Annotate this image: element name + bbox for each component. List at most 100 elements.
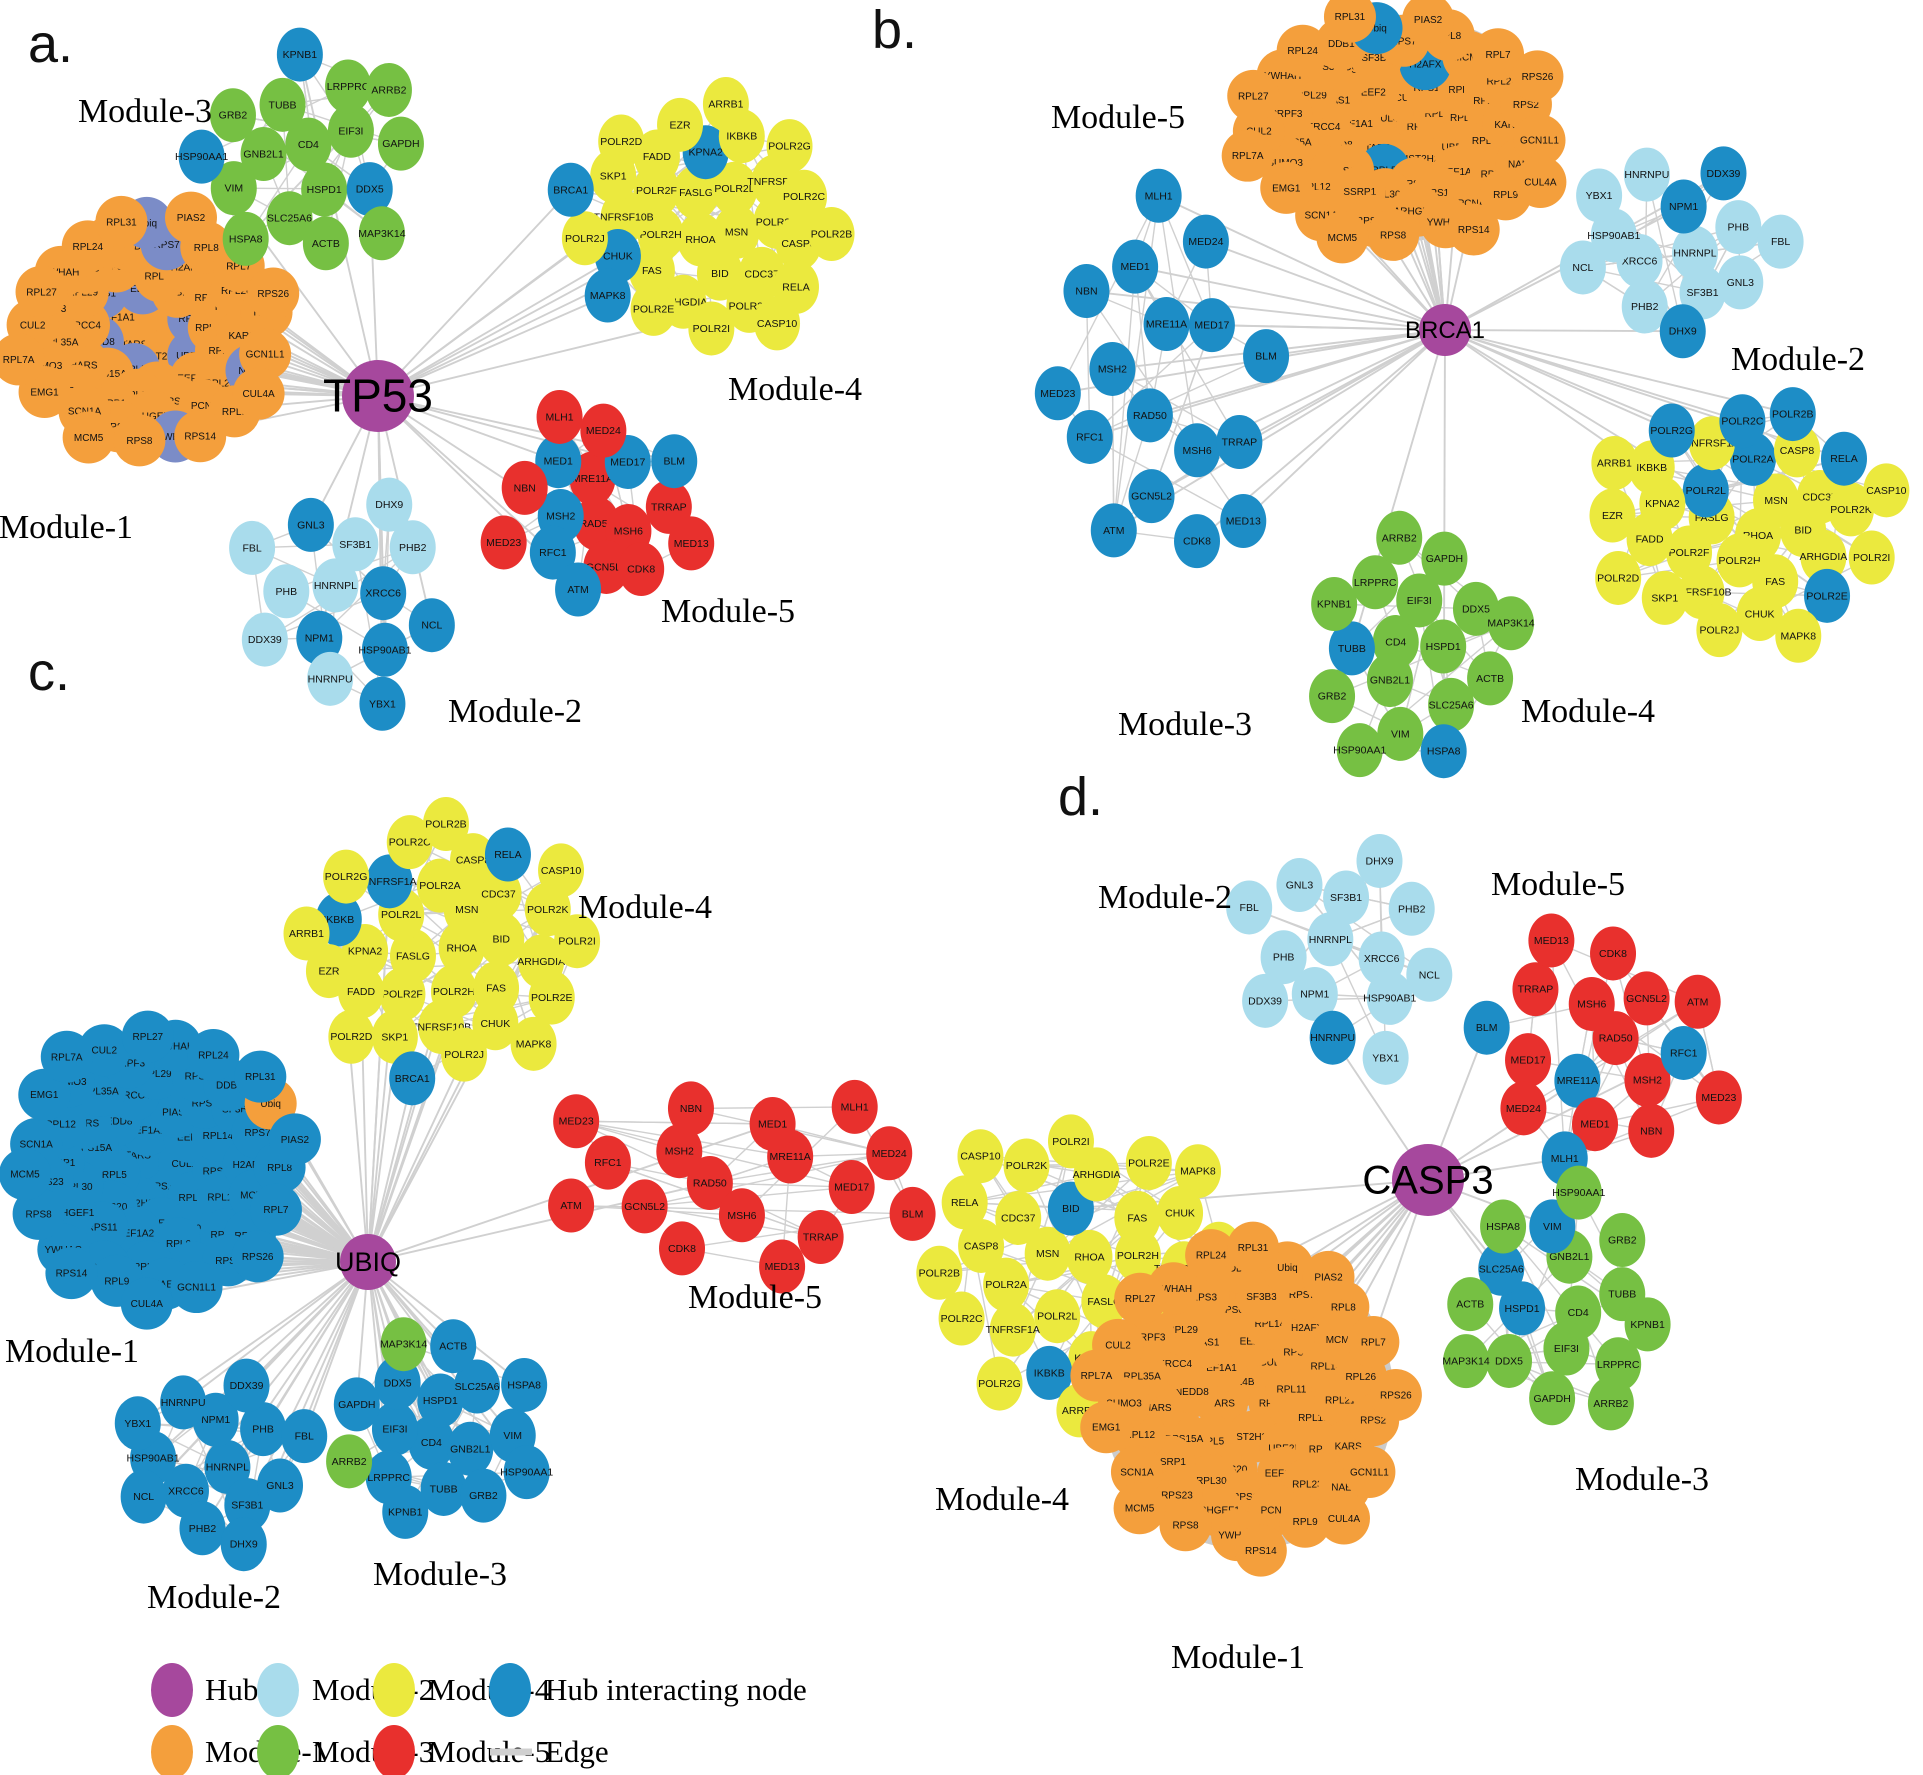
node-BID[interactable]: BID <box>478 912 525 967</box>
node-BID[interactable]: BID <box>696 246 743 301</box>
node-POLR2E[interactable]: POLR2E <box>630 281 677 336</box>
gene-node-circle[interactable] <box>1848 530 1895 585</box>
gene-node-circle[interactable] <box>657 97 704 152</box>
gene-node-circle[interactable] <box>1511 50 1564 103</box>
gene-node-circle[interactable] <box>696 246 743 301</box>
node-GAPDH[interactable]: GAPDH <box>333 1377 380 1432</box>
node-BRCA1[interactable]: BRCA1 <box>389 1051 436 1106</box>
gene-node-circle[interactable] <box>1428 677 1475 732</box>
gene-node-circle[interactable] <box>1447 203 1500 256</box>
node-GNB2L1[interactable]: GNB2L1 <box>240 127 287 182</box>
node-YBX1[interactable]: YBX1 <box>1576 168 1623 223</box>
gene-node-circle[interactable] <box>333 1377 380 1432</box>
node-MED24[interactable]: MED24 <box>580 403 627 458</box>
node-TUBB[interactable]: TUBB <box>420 1461 467 1516</box>
gene-node-circle[interactable] <box>1543 1321 1590 1376</box>
node-DHX9[interactable]: DHX9 <box>220 1517 267 1572</box>
node-GCN1L1[interactable]: GCN1L1 <box>239 328 292 381</box>
node-CDC37[interactable]: CDC37 <box>995 1190 1042 1245</box>
gene-node-circle[interactable] <box>1366 970 1413 1025</box>
node-CUL4A[interactable]: CUL4A <box>1514 156 1567 209</box>
node-MED13[interactable]: MED13 <box>668 516 715 571</box>
node-MSH6[interactable]: MSH6 <box>1174 423 1221 478</box>
node-FASLG[interactable]: FASLG <box>1081 1274 1128 1329</box>
gene-node-circle[interactable] <box>1369 1369 1422 1422</box>
node-RPL27[interactable]: RPL27 <box>1114 1272 1167 1325</box>
gene-node-circle[interactable] <box>1159 1499 1212 1552</box>
gene-node-circle[interactable] <box>229 520 276 575</box>
gene-node-circle[interactable] <box>686 1156 733 1211</box>
node-BRCA1[interactable]: BRCA1 <box>547 162 594 217</box>
node-POLR2E[interactable]: POLR2E <box>528 970 575 1025</box>
node-XRCC6[interactable]: XRCC6 <box>360 566 407 621</box>
node-MED24[interactable]: MED24 <box>866 1126 913 1181</box>
node-POLR2C[interactable]: POLR2C <box>781 169 828 224</box>
gene-node-circle[interactable] <box>1757 214 1804 269</box>
gene-node-circle[interactable] <box>561 211 608 266</box>
gene-node-circle[interactable] <box>547 162 594 217</box>
gene-node-circle[interactable] <box>1126 388 1173 443</box>
node-ACTB[interactable]: ACTB <box>430 1319 477 1374</box>
gene-node-circle[interactable] <box>18 1068 71 1121</box>
node-HSPD1[interactable]: HSPD1 <box>1420 619 1467 674</box>
gene-node-circle[interactable] <box>247 267 300 320</box>
node-MED23[interactable]: MED23 <box>1034 366 1081 421</box>
gene-node-circle[interactable] <box>659 1221 706 1276</box>
node-PIAS2[interactable]: PIAS2 <box>164 191 217 244</box>
node-MED23[interactable]: MED23 <box>1695 1070 1742 1125</box>
gene-node-circle[interactable] <box>179 1501 226 1556</box>
node-GCN5L2[interactable]: GCN5L2 <box>1623 971 1670 1026</box>
node-CDK8[interactable]: CDK8 <box>659 1221 706 1276</box>
gene-node-circle[interactable] <box>365 62 412 117</box>
node-CASP8[interactable]: CASP8 <box>958 1218 1005 1273</box>
gene-node-circle[interactable] <box>1080 1401 1133 1454</box>
node-SLC25A6[interactable]: SLC25A6 <box>1428 677 1475 732</box>
gene-node-circle[interactable] <box>1452 581 1499 636</box>
node-SLC25A6[interactable]: SLC25A6 <box>266 191 313 246</box>
node-SLC25A6[interactable]: SLC25A6 <box>1478 1241 1525 1296</box>
gene-node-circle[interactable] <box>1513 114 1566 167</box>
node-RFC1[interactable]: RFC1 <box>529 525 576 580</box>
gene-node-circle[interactable] <box>1227 1221 1280 1274</box>
gene-node-circle[interactable] <box>389 520 436 575</box>
node-POLR2C[interactable]: POLR2C <box>938 1291 985 1346</box>
node-HNRNPU[interactable]: HNRNPU <box>1623 147 1670 202</box>
node-POLR2I[interactable]: POLR2I <box>554 914 601 969</box>
gene-node-circle[interactable] <box>718 1188 765 1243</box>
node-POLR2K[interactable]: POLR2K <box>1003 1138 1050 1193</box>
gene-node-circle[interactable] <box>283 906 330 961</box>
node-CUL4A[interactable]: CUL4A <box>1317 1492 1370 1545</box>
gene-node-circle[interactable] <box>1695 1070 1742 1125</box>
gene-node-circle[interactable] <box>164 191 217 244</box>
node-MCM5[interactable]: MCM5 <box>1316 211 1369 264</box>
gene-node-circle[interactable] <box>257 1458 304 1513</box>
gene-node-circle[interactable] <box>12 1187 65 1240</box>
gene-node-circle[interactable] <box>359 676 406 731</box>
gene-node-circle[interactable] <box>240 1402 287 1457</box>
node-CHUK[interactable]: CHUK <box>472 996 519 1051</box>
node-CUL4A[interactable]: CUL4A <box>120 1277 173 1330</box>
gene-node-circle[interactable] <box>382 1484 429 1539</box>
node-RPS14[interactable]: RPS14 <box>1447 203 1500 256</box>
node-MED24[interactable]: MED24 <box>1500 1081 1547 1136</box>
gene-node-circle[interactable] <box>430 1319 477 1374</box>
gene-node-circle[interactable] <box>749 1096 796 1151</box>
gene-node-circle[interactable] <box>1719 394 1766 449</box>
gene-node-circle[interactable] <box>580 403 627 458</box>
gene-node-circle[interactable] <box>916 1245 963 1300</box>
gene-node-circle[interactable] <box>630 281 677 336</box>
hub-UBIQ[interactable]: UBIQ <box>335 1234 401 1290</box>
node-MSH2[interactable]: MSH2 <box>1624 1052 1671 1107</box>
node-MAP3K14[interactable]: MAP3K14 <box>380 1317 427 1372</box>
gene-node-circle[interactable] <box>379 967 426 1022</box>
node-NCL[interactable]: NCL <box>408 598 455 653</box>
gene-node-circle[interactable] <box>1478 1241 1525 1296</box>
node-MED13[interactable]: MED13 <box>1220 494 1267 549</box>
node-POLR2A[interactable]: POLR2A <box>983 1257 1030 1312</box>
node-CASP10[interactable]: CASP10 <box>754 296 801 351</box>
node-HSP90AA1[interactable]: HSP90AA1 <box>500 1445 553 1500</box>
gene-node-circle[interactable] <box>995 1190 1042 1245</box>
gene-node-circle[interactable] <box>976 1356 1023 1411</box>
gene-node-circle[interactable] <box>268 1113 321 1166</box>
node-SF3B1[interactable]: SF3B1 <box>1323 870 1370 925</box>
